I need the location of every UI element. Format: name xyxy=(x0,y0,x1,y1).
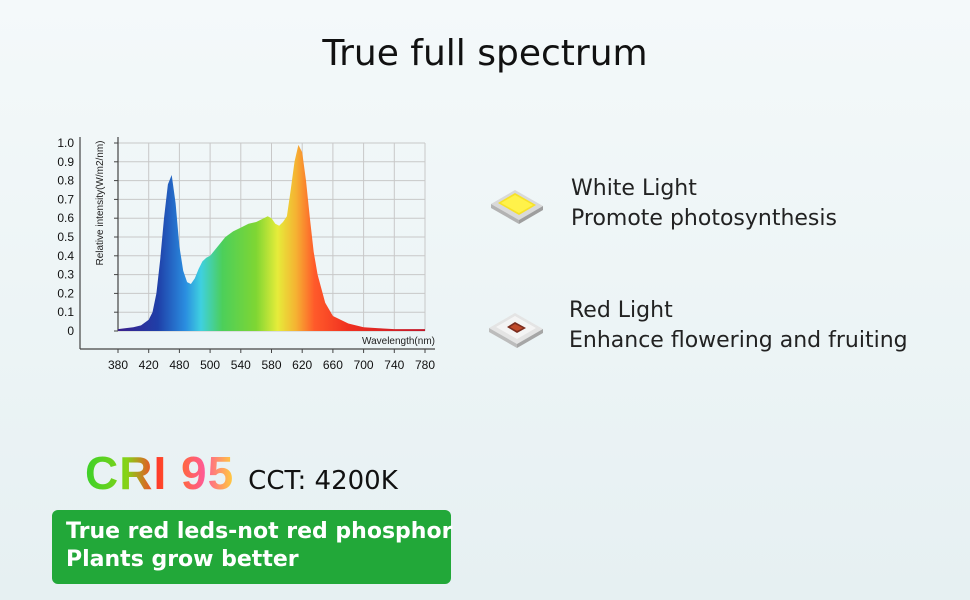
y-tick-label: 1.0 xyxy=(57,136,74,150)
y-tick-label: 0.6 xyxy=(57,211,74,225)
banner-line-2: Plants grow better xyxy=(66,547,299,572)
red-light-item: Red Light Enhance flowering and fruiting xyxy=(485,296,908,356)
y-tick-label: 0.7 xyxy=(57,192,74,206)
y-tick-label: 0.4 xyxy=(57,249,74,263)
y-axis-label: Relative intensity(W/m2/nm) xyxy=(95,140,106,265)
spectrum-area xyxy=(118,144,425,331)
red-light-name: Red Light xyxy=(569,298,673,323)
chart-axes xyxy=(79,137,435,350)
x-tick-label: 540 xyxy=(231,358,251,372)
y-tick-label: 0.8 xyxy=(57,174,74,188)
y-tick-label: 0 xyxy=(67,324,74,338)
x-tick-label: 380 xyxy=(108,358,128,372)
white-light-name: White Light xyxy=(571,176,697,201)
x-tick-labels: 380 420 480 500 540 580 620 660 700 740 780 xyxy=(108,349,435,372)
x-tick-label: 660 xyxy=(323,358,343,372)
y-tick-labels: 0 0.1 0.2 0.3 0.4 0.5 0.6 0.7 0.8 0.9 1.0 xyxy=(57,136,118,338)
x-tick-label: 700 xyxy=(354,358,374,372)
spectrum-chart: 0 0.1 0.2 0.3 0.4 0.5 0.6 0.7 0.8 0.9 1.0 380 420 48… xyxy=(57,136,435,372)
y-tick-label: 0.5 xyxy=(57,230,74,244)
red-led-chip-icon xyxy=(489,313,543,348)
cri-row: CRI 95 CCT: 4200K xyxy=(85,446,398,500)
x-tick-label: 580 xyxy=(261,358,281,372)
red-light-description: Enhance flowering and fruiting xyxy=(569,328,908,353)
white-light-description: Promote photosynthesis xyxy=(571,206,837,231)
banner-line-1: True red leds-not red phosphor xyxy=(66,519,453,544)
y-tick-label: 0.1 xyxy=(57,305,74,319)
page-title: True full spectrum xyxy=(322,33,648,74)
y-tick-label: 0.9 xyxy=(57,155,74,169)
x-tick-label: 420 xyxy=(139,358,159,372)
y-tick-label: 0.2 xyxy=(57,286,74,300)
x-tick-label: 740 xyxy=(384,358,404,372)
feature-banner: True red leds-not red phosphor Plants gr… xyxy=(52,510,453,584)
white-light-item: White Light Promote photosynthesis xyxy=(485,174,837,234)
y-tick-label: 0.3 xyxy=(57,268,74,282)
cri-label: CRI 95 xyxy=(85,447,235,499)
cct-label: CCT: 4200K xyxy=(248,466,398,496)
x-tick-label: 780 xyxy=(415,358,435,372)
x-tick-label: 480 xyxy=(169,358,189,372)
x-tick-label: 500 xyxy=(200,358,220,372)
x-tick-label: 620 xyxy=(292,358,312,372)
x-axis-label: Wavelength(nm) xyxy=(362,336,435,347)
white-led-chip-icon xyxy=(491,190,543,224)
